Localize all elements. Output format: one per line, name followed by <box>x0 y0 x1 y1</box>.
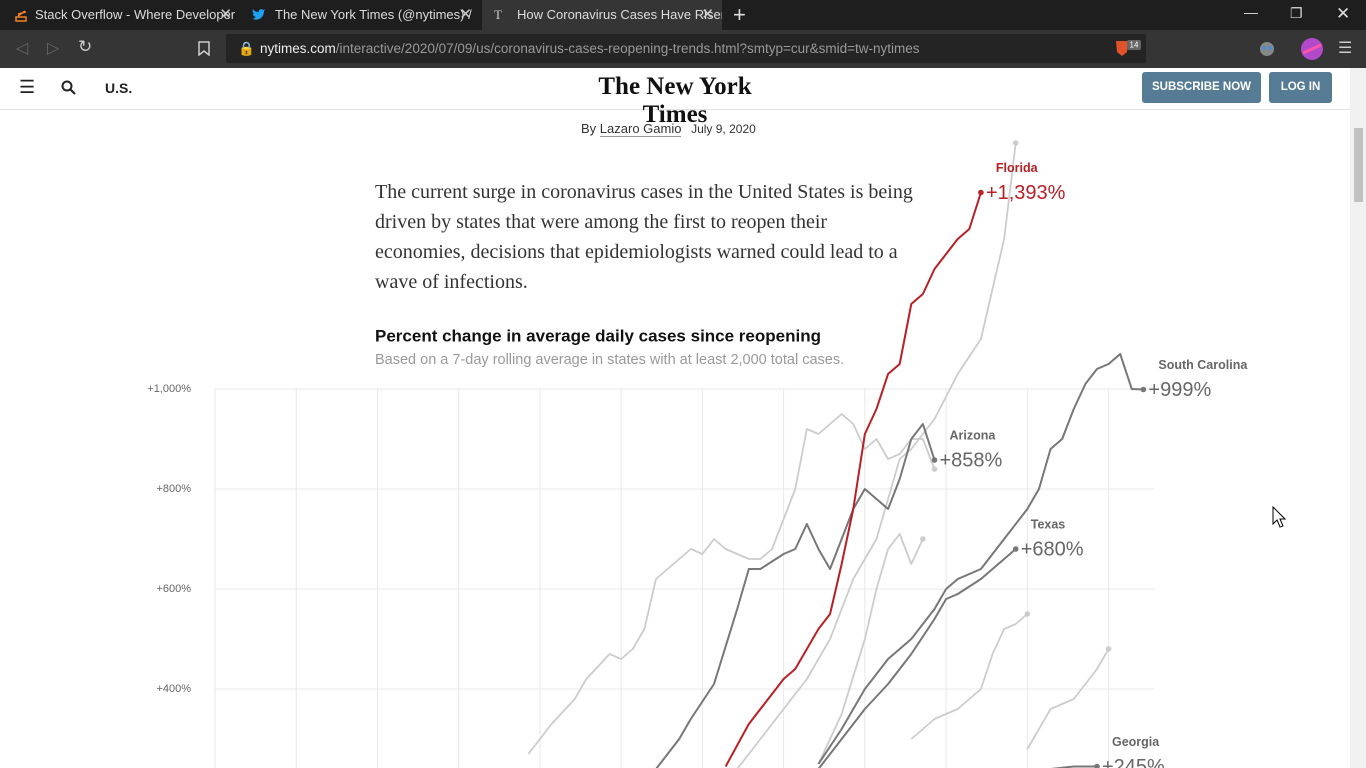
series-line <box>910 613 1028 740</box>
chart-title: Percent change in average daily cases si… <box>375 326 821 345</box>
y-tick-label: +1,000% <box>147 383 191 395</box>
tab-active[interactable]: T How Coronavirus Cases Have Riser ✕ <box>482 0 722 30</box>
series-line <box>527 413 936 755</box>
badge: 14 <box>1130 41 1139 50</box>
series-line <box>736 142 1017 768</box>
svg-text:T: T <box>494 8 502 22</box>
url-path: /interactive/2020/07/09/us/coronavirus-c… <box>335 41 920 56</box>
end-dot <box>920 536 926 542</box>
forward[interactable]: ▷ <box>47 40 60 57</box>
y-tick-label: +600% <box>156 583 191 595</box>
tab-close[interactable]: ✕ <box>459 6 472 23</box>
tab-close[interactable]: ✕ <box>219 6 232 23</box>
series-name: Arizona <box>950 428 997 442</box>
data-label: +858% <box>940 449 1003 471</box>
series-name: Florida <box>996 161 1039 175</box>
bookmark[interactable] <box>198 41 210 56</box>
series-line <box>1026 648 1110 750</box>
tab[interactable]: The New York Times (@nytimes) / ✕ <box>240 0 480 30</box>
new-tab[interactable]: + <box>733 2 746 27</box>
profile[interactable] <box>1300 37 1324 61</box>
section-link[interactable]: U.S. <box>105 80 133 96</box>
data-label: +245% <box>1102 756 1165 768</box>
series-line <box>724 192 982 767</box>
tab-icon: T <box>494 8 502 22</box>
menu[interactable]: ☰ <box>1338 40 1353 57</box>
chart-subtitle: Based on a 7-day rolling average in stat… <box>375 352 844 368</box>
tab-close[interactable]: ✕ <box>701 6 714 23</box>
byline-prefix: By <box>581 121 597 136</box>
tab-bar: Stack Overflow - Where Developer ✕ The Ne… <box>0 0 1366 30</box>
back[interactable]: ◁ <box>16 40 29 57</box>
end-dot <box>1024 611 1031 617</box>
scrollbar[interactable] <box>1350 68 1366 768</box>
close-window[interactable]: ✕ <box>1336 4 1351 23</box>
url-domain: nytimes.com <box>260 41 336 56</box>
address-bar: ◁ ▷ ↻ 🔒 nytimes.com/interactive/2020/07/0… <box>0 30 1366 68</box>
cursor <box>1272 506 1286 528</box>
series-line <box>655 423 936 768</box>
end-dot <box>1140 386 1147 393</box>
tab-title: How Coronavirus Cases Have Riser <box>517 7 722 22</box>
brave-shield[interactable]: 14 <box>1114 38 1142 60</box>
restore[interactable]: ❐ <box>1290 5 1303 21</box>
series-line <box>817 548 1017 768</box>
minimize[interactable]: — <box>1244 4 1258 20</box>
series-name: South Carolina <box>1158 358 1248 372</box>
tab-title: Stack Overflow - Where Developer <box>35 7 236 22</box>
end-dot <box>931 457 938 463</box>
tab-title: The New York Times (@nytimes) / <box>275 7 472 22</box>
end-dot <box>931 466 938 472</box>
hamburger[interactable]: ☰ <box>19 77 36 97</box>
end-dot <box>978 189 984 196</box>
end-dot <box>1012 546 1019 552</box>
date: July 9, 2020 <box>691 122 756 136</box>
series-line <box>817 533 924 765</box>
end-dot <box>1094 763 1100 768</box>
logo[interactable]: The New York Times <box>598 73 752 128</box>
login-button[interactable]: LOG IN <box>1269 72 1332 103</box>
search[interactable] <box>61 80 77 96</box>
tab-icon <box>252 9 265 20</box>
end-dot <box>1012 140 1019 146</box>
extension[interactable] <box>1258 40 1276 58</box>
data-label: +1,393% <box>986 182 1066 204</box>
tab[interactable]: Stack Overflow - Where Developer ✕ <box>0 0 240 30</box>
series-line <box>817 353 1144 765</box>
data-label: +999% <box>1148 379 1211 401</box>
site-header: ☰ U.S. The New York Times SUBSCRIBE NOW … <box>0 68 1350 128</box>
url-field[interactable]: 🔒 nytimes.com/interactive/2020/07/09/us/c… <box>226 34 1146 63</box>
end-dot <box>1105 646 1112 652</box>
scroll-thumb[interactable] <box>1354 128 1363 202</box>
data-label: +680% <box>1021 538 1084 560</box>
series-name: Georgia <box>1112 735 1160 749</box>
lede: The current surge in coronavirus cases i… <box>375 181 913 293</box>
y-tick-label: +800% <box>156 483 191 495</box>
subscribe-button[interactable]: SUBSCRIBE NOW <box>1142 72 1261 103</box>
byline: By Lazaro Gamio July 9, 2020 <box>581 121 756 137</box>
tab-icon <box>15 10 27 22</box>
author-link[interactable]: Lazaro Gamio <box>599 121 682 137</box>
reload[interactable]: ↻ <box>78 37 93 56</box>
series-name: Texas <box>1031 517 1066 531</box>
y-tick-label: +400% <box>156 683 191 695</box>
